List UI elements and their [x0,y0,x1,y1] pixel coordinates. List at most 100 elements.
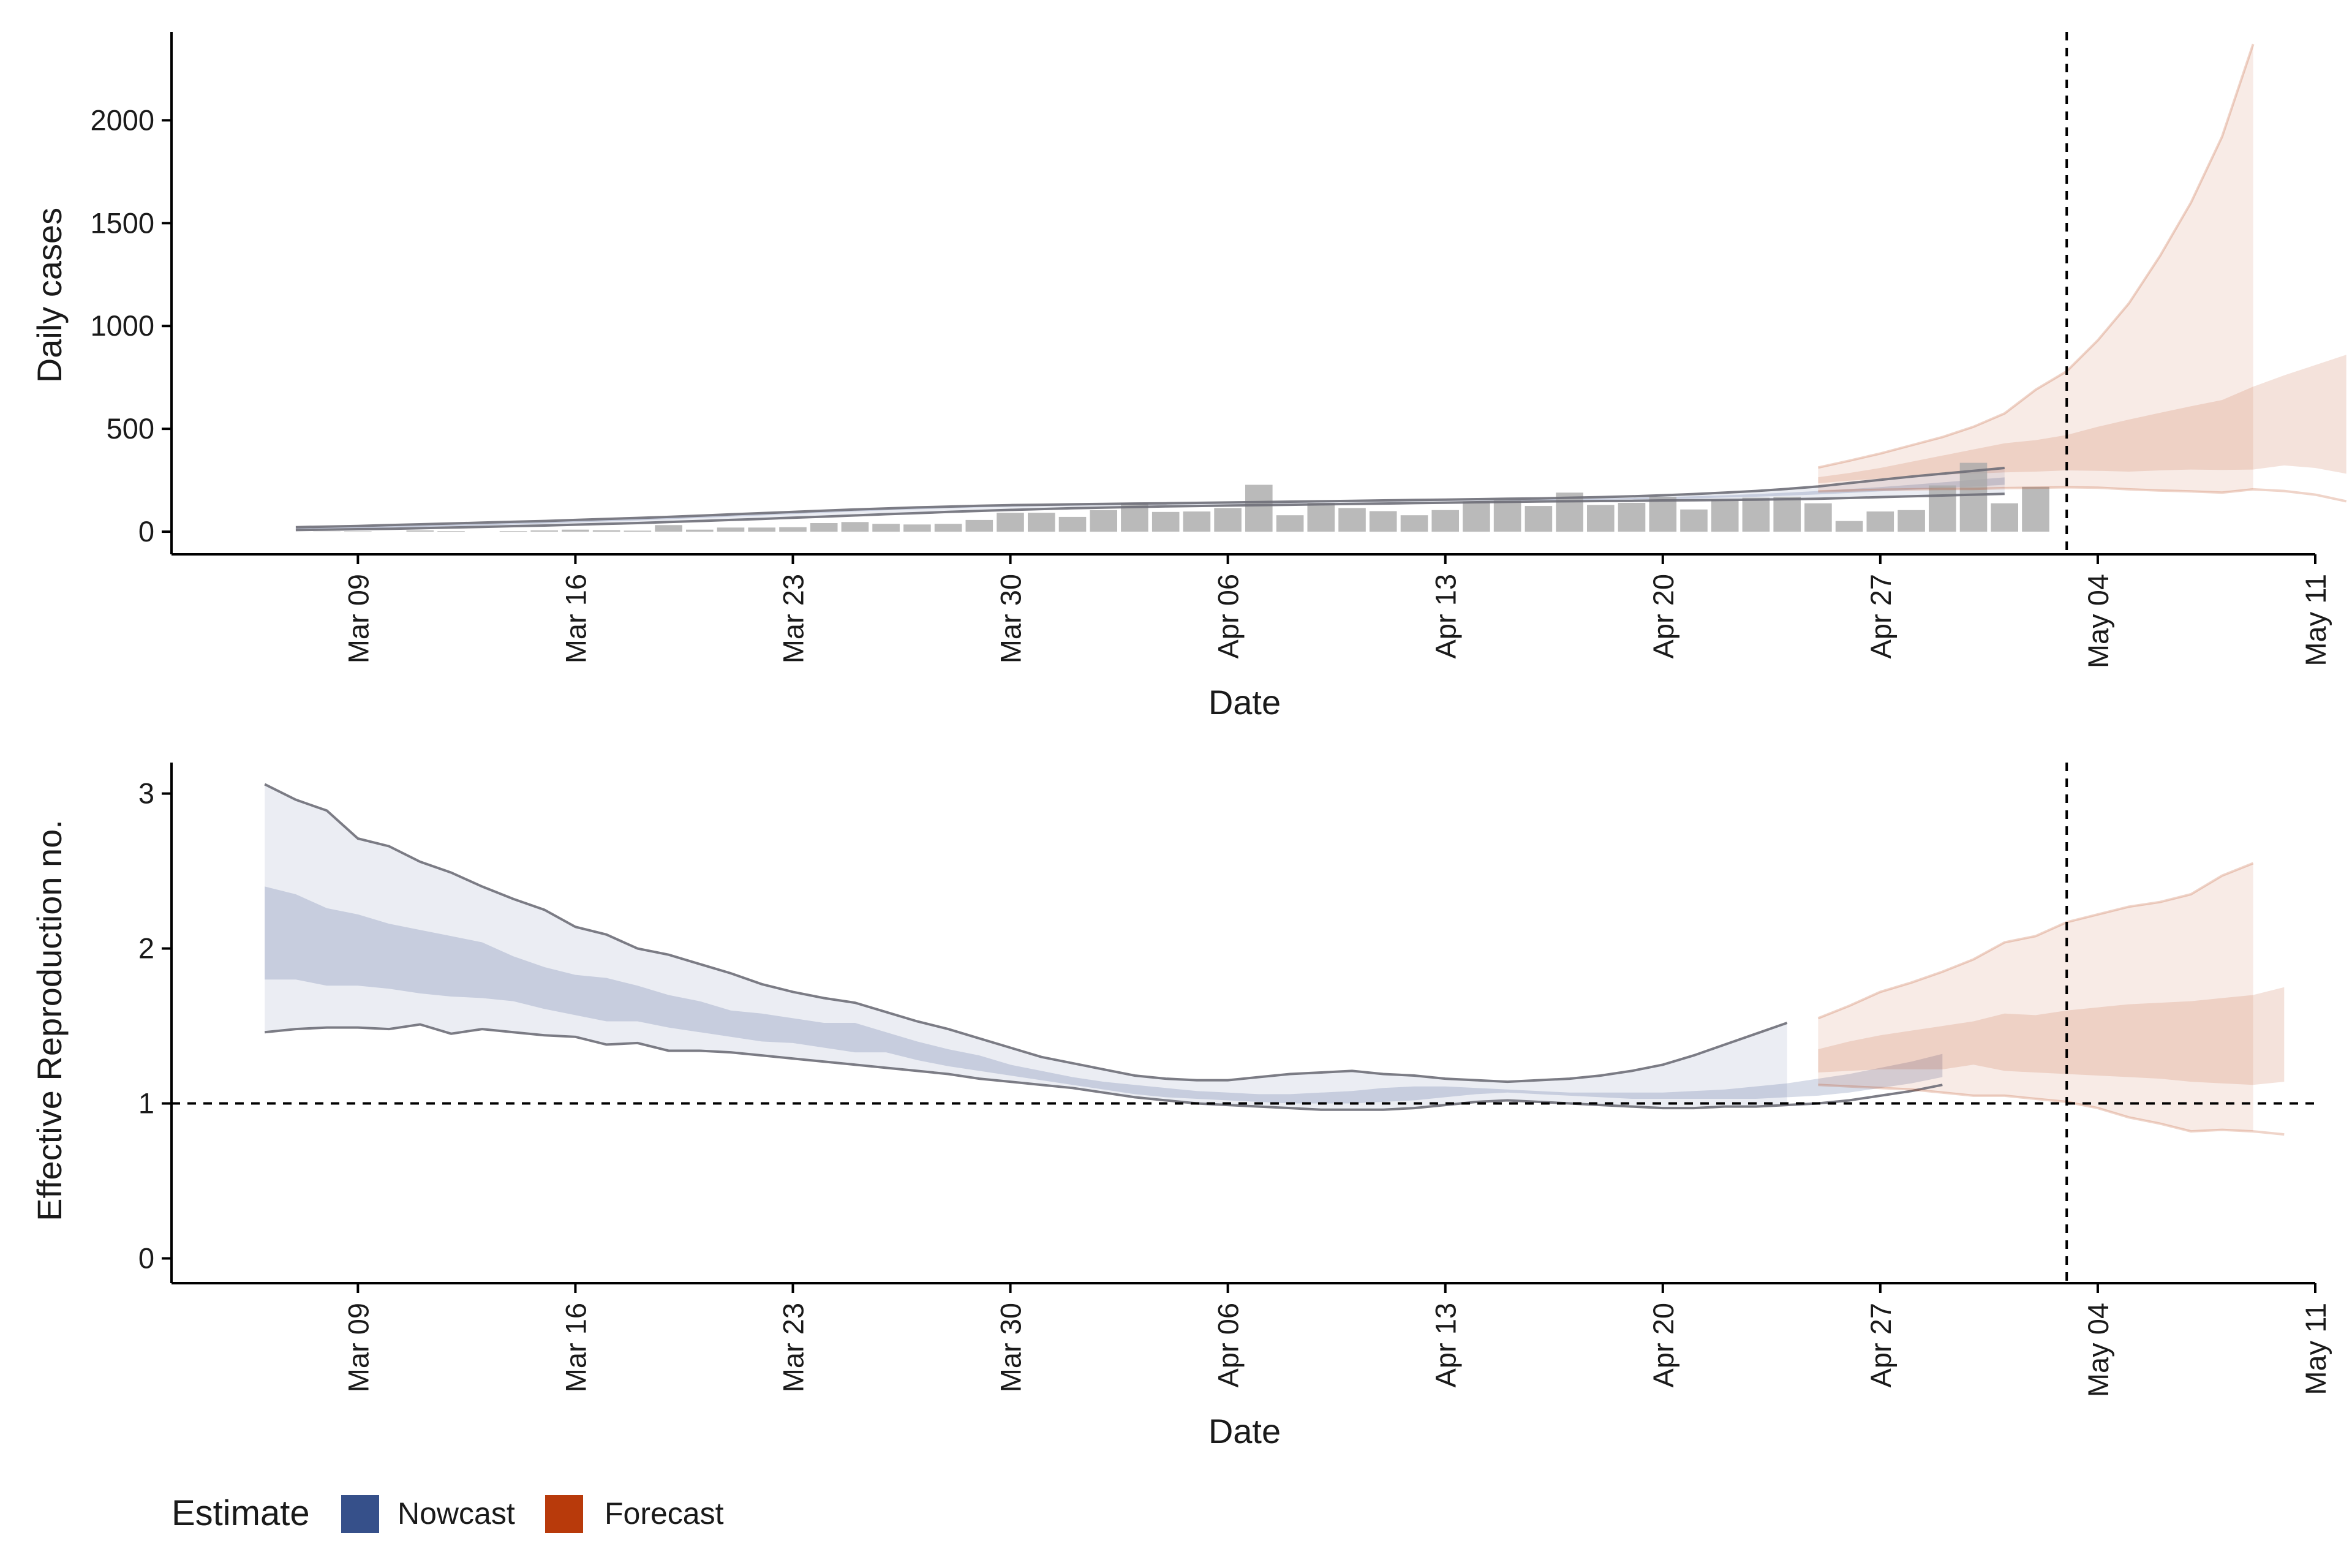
reported-cases-bar [1649,497,1677,532]
reported-cases-bar [499,531,527,532]
reported-cases-bar [530,530,558,532]
nowcast-lower-line [295,492,2005,532]
reported-cases-bar [1369,511,1397,532]
x-tick-label: May 11 [2299,1303,2332,1395]
forecast-upper-line [1817,43,2255,469]
reported-cases-bar [592,530,620,532]
daily-cases-y-title: Daily cases [30,208,69,383]
y-tick-label: 0 [138,1242,154,1275]
legend: Estimate Nowcast Forecast [172,1493,724,1533]
reported-cases-bar [1058,516,1087,532]
x-tick-label: Mar 23 [777,574,810,663]
x-tick-label: Apr 13 [1430,574,1462,658]
legend-label-nowcast: Nowcast [398,1496,515,1531]
forecast-outer-band [1818,863,2253,1132]
nowcast-upper-line [264,783,1788,1084]
reproduction-y-title: Effective Reproduction no. [30,820,69,1221]
y-tick-label: 1500 [90,206,154,239]
x-tick-label: Apr 06 [1212,1303,1245,1387]
y-tick-label: 500 [107,412,154,445]
reported-cases-bar [2022,486,2049,532]
daily-cases-axes: 0 500 1000 1500 2000 Mar 09 Mar 16 Mar 23 Mar 30… [90,32,2332,668]
reported-cases-bar [1493,500,1521,532]
reported-cases-bar [1152,511,1180,532]
legend-label-forecast: Forecast [605,1496,724,1531]
reported-cases-bar [934,524,962,532]
reported-cases-bar [717,527,745,532]
forecast-upper-line [1817,862,2254,1020]
reported-cases-bar [1525,506,1553,532]
reported-cases-bar [1835,521,1863,532]
reported-cases-bar [1804,503,1832,532]
x-tick-label: Mar 16 [559,574,592,663]
legend-swatch-forecast [545,1495,583,1533]
daily-cases-bands [295,44,2346,530]
x-tick-label: May 04 [2082,1303,2114,1397]
reproduction-axes: 0 1 2 3 Mar 09 Mar 16 Mar 23 Mar 30 Apr 06 Apr 13… [138,763,2332,1397]
y-tick-label: 0 [138,515,154,548]
reported-cases-bar [997,513,1024,532]
reported-cases-bar [1711,500,1739,532]
reported-cases-bar [1183,511,1211,532]
reported-cases-bar [344,531,372,532]
reported-cases-bar [406,530,434,532]
reported-cases-bar [841,522,869,532]
nowcast-upper-line [295,467,2005,529]
y-tick-label: 2000 [90,104,154,136]
daily-cases-lines [295,43,2347,532]
reported-cases-bar [624,530,652,532]
forecast-inner-band [1818,355,2346,484]
reproduction-panel: 0 1 2 3 Mar 09 Mar 16 Mar 23 Mar 30 Apr 06 Apr 13… [30,763,2332,1450]
x-tick-label: Apr 13 [1430,1303,1462,1387]
x-tick-label: May 04 [2082,574,2114,668]
nowcast-lower-line [264,1023,1943,1111]
forecast-inner-band [1818,987,2285,1085]
reported-cases-bar [1028,513,1055,532]
reported-cases-bar [1929,485,1956,532]
reported-cases-bar [872,524,900,532]
forecast-lower-line [1818,1084,2285,1136]
reported-cases-bar [1618,503,1646,532]
legend-swatch-nowcast [341,1495,379,1533]
reported-cases-bar [1866,511,1894,532]
reported-cases-bar [1680,509,1708,532]
forecast-outer-band [1818,44,2253,493]
daily-cases-panel: 0 500 1000 1500 2000 Mar 09 Mar 16 Mar 23 Mar 30… [30,32,2347,722]
reported-cases-bar [903,524,931,532]
forecast-lower-line [1818,486,2347,503]
x-tick-label: Apr 20 [1647,574,1679,658]
reported-cases-bar [810,523,838,532]
x-tick-label: Mar 16 [559,1303,592,1392]
reported-cases-bar [1307,503,1335,532]
reported-cases-bar [1276,515,1304,532]
y-tick-label: 3 [138,777,154,810]
reported-cases-bar [1214,508,1242,532]
reported-cases-bar [562,529,589,532]
reported-cases-bar [655,525,682,532]
y-tick-label: 1000 [90,309,154,342]
nowcast-inner-band [265,886,1943,1104]
reported-cases-bar [1991,503,2018,532]
reproduction-lines [264,783,2285,1136]
x-tick-label: Mar 09 [342,1303,374,1392]
reported-cases-bar [437,531,465,532]
x-tick-label: Apr 27 [1864,574,1897,658]
reported-cases-bar [779,527,807,532]
reported-cases-bar [1431,510,1459,532]
reported-cases-bar [1959,462,1988,532]
x-tick-label: May 11 [2299,574,2332,666]
x-tick-label: Mar 30 [995,1303,1027,1392]
reported-cases-bar [1338,508,1366,532]
daily-cases-bars [313,462,2049,532]
daily-cases-x-title: Date [1208,683,1281,722]
reported-cases-bar [1090,510,1117,532]
legend-title: Estimate [172,1493,310,1533]
reported-cases-bar [1400,515,1428,532]
reported-cases-bar [1742,497,1770,532]
x-tick-label: Apr 27 [1864,1303,1897,1387]
x-tick-label: Apr 06 [1212,574,1245,658]
x-tick-label: Apr 20 [1647,1303,1679,1387]
reported-cases-bar [1773,497,1801,532]
reported-cases-bar [1898,510,1925,532]
